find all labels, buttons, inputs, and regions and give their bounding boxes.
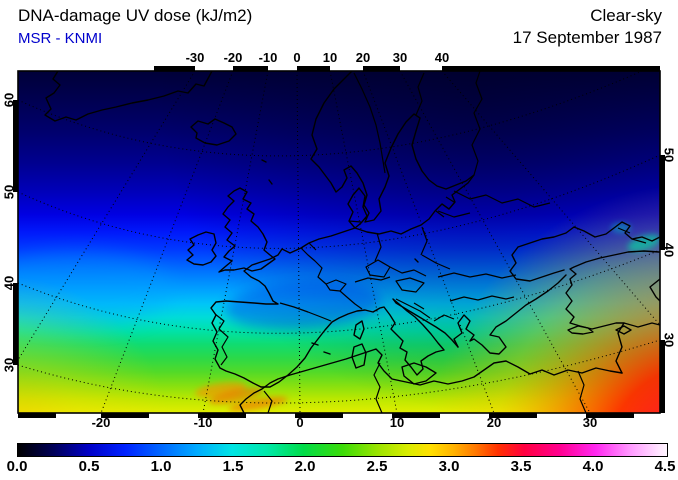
top-axis: -30 -20 -10 0 10 20 30 40 bbox=[0, 50, 678, 65]
sky-condition-label: Clear-sky bbox=[590, 6, 662, 25]
colorbar-tick-label: 4.5 bbox=[654, 458, 676, 475]
coastlines bbox=[44, 71, 660, 413]
dose-field bbox=[18, 71, 660, 413]
europe-mainland-coast bbox=[210, 71, 475, 388]
lon-tick-label: -30 bbox=[185, 50, 205, 65]
graticule bbox=[18, 71, 660, 413]
lon-tick-label: 0 bbox=[293, 50, 301, 65]
caspian-coast bbox=[649, 278, 660, 302]
colorbar-tick-label: 3.0 bbox=[438, 458, 460, 475]
lon-tick-label: 10 bbox=[389, 415, 405, 430]
lon-tick-label: 20 bbox=[486, 415, 502, 430]
iceland-coast bbox=[190, 118, 237, 146]
turkey-levant-coast bbox=[565, 250, 660, 374]
lon-tick-label: 30 bbox=[392, 50, 408, 65]
uv-dose-map bbox=[13, 66, 665, 418]
great-britain-coast bbox=[218, 187, 276, 273]
black-sea-coast bbox=[509, 221, 660, 282]
page-title: DNA-damage UV dose (kJ/m2) bbox=[18, 6, 253, 25]
greece-coast bbox=[453, 274, 567, 355]
small-islands bbox=[261, 159, 273, 185]
lon-tick-label: -20 bbox=[223, 50, 243, 65]
colorbar bbox=[17, 443, 668, 457]
date-label: 17 September 1987 bbox=[512, 28, 662, 47]
mediterranean-islands bbox=[311, 258, 419, 369]
data-source-label: MSR - KNMI bbox=[18, 30, 103, 47]
north-africa-coast bbox=[239, 348, 623, 413]
colorbar-tick-label: 0.0 bbox=[6, 458, 28, 475]
colorbar-tick-label: 1.0 bbox=[150, 458, 172, 475]
lon-tick-label: 10 bbox=[322, 50, 338, 65]
ireland-coast bbox=[186, 231, 217, 266]
lon-tick-label: 30 bbox=[582, 415, 598, 430]
map-frame bbox=[17, 70, 661, 414]
lon-tick-label: -10 bbox=[193, 415, 213, 430]
colorbar-labels: 0.0 0.5 1.0 1.5 2.0 2.5 3.0 3.5 4.0 4.5 bbox=[0, 458, 678, 476]
colorbar-tick-label: 2.0 bbox=[294, 458, 316, 475]
colorbar-tick-label: 1.5 bbox=[222, 458, 244, 475]
bottom-axis: -20 -10 0 10 20 30 bbox=[0, 415, 678, 430]
lon-tick-label: 40 bbox=[434, 50, 450, 65]
lon-tick-label: 0 bbox=[296, 415, 304, 430]
map-frame-ticks bbox=[13, 66, 665, 418]
greenland-coast bbox=[44, 71, 213, 122]
lon-tick-label: 20 bbox=[355, 50, 371, 65]
colorbar-tick-label: 4.0 bbox=[582, 458, 604, 475]
country-borders bbox=[214, 71, 660, 413]
lon-tick-label: -10 bbox=[258, 50, 278, 65]
lon-tick-label: -20 bbox=[91, 415, 111, 430]
sicily-coast bbox=[401, 362, 437, 385]
colorbar-tick-label: 0.5 bbox=[78, 458, 100, 475]
colorbar-tick-label: 3.5 bbox=[510, 458, 532, 475]
colorbar-tick-label: 2.5 bbox=[366, 458, 388, 475]
